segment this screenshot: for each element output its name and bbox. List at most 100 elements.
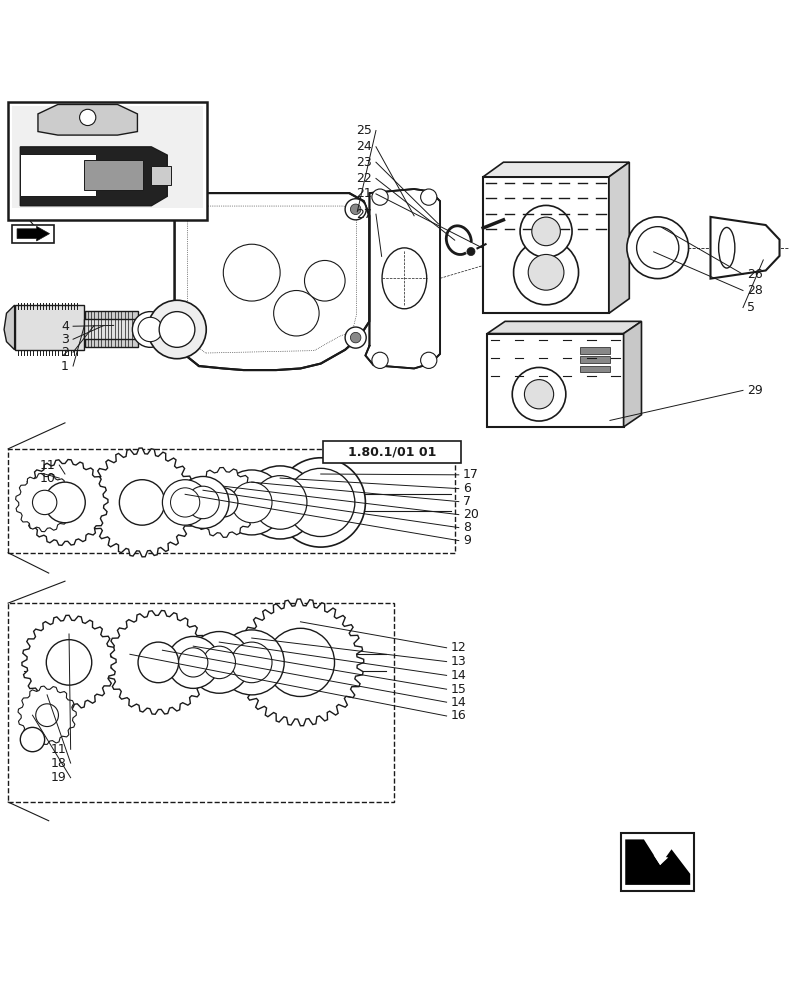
Circle shape bbox=[527, 254, 563, 290]
Circle shape bbox=[185, 332, 195, 343]
Bar bbox=[20, 154, 96, 196]
Text: 26: 26 bbox=[746, 268, 762, 281]
Text: 15: 15 bbox=[450, 683, 466, 696]
Bar bbox=[8, 603, 393, 802]
Polygon shape bbox=[17, 226, 49, 241]
Circle shape bbox=[138, 317, 162, 342]
Text: 11: 11 bbox=[40, 459, 55, 472]
Text: 13: 13 bbox=[450, 655, 466, 668]
Bar bbox=[579, 356, 609, 363]
Polygon shape bbox=[623, 321, 641, 427]
Bar bbox=[15, 305, 84, 350]
Circle shape bbox=[162, 480, 208, 525]
Circle shape bbox=[45, 482, 85, 523]
Text: 9: 9 bbox=[462, 534, 470, 547]
Polygon shape bbox=[22, 460, 108, 545]
Text: 11: 11 bbox=[51, 743, 67, 756]
Bar bbox=[579, 347, 609, 354]
Text: 7: 7 bbox=[462, 495, 470, 508]
Bar bbox=[8, 449, 454, 553]
Text: 10: 10 bbox=[39, 472, 55, 485]
Bar bbox=[483, 177, 608, 313]
Circle shape bbox=[223, 244, 280, 301]
Polygon shape bbox=[608, 162, 629, 313]
Circle shape bbox=[276, 458, 365, 547]
Text: 1: 1 bbox=[61, 360, 69, 373]
Ellipse shape bbox=[381, 248, 427, 309]
Text: 25: 25 bbox=[355, 124, 371, 137]
Circle shape bbox=[243, 466, 316, 539]
Circle shape bbox=[371, 352, 388, 368]
Circle shape bbox=[167, 636, 219, 688]
Circle shape bbox=[420, 189, 436, 205]
Bar bbox=[8, 102, 207, 220]
Circle shape bbox=[46, 640, 92, 685]
Polygon shape bbox=[483, 162, 629, 177]
Text: 23: 23 bbox=[356, 156, 371, 169]
Circle shape bbox=[159, 312, 195, 347]
Circle shape bbox=[253, 476, 307, 529]
Circle shape bbox=[47, 485, 83, 520]
Circle shape bbox=[626, 217, 688, 279]
Circle shape bbox=[20, 727, 45, 752]
Polygon shape bbox=[15, 473, 74, 532]
Polygon shape bbox=[624, 839, 689, 885]
Circle shape bbox=[178, 648, 208, 677]
Circle shape bbox=[49, 643, 88, 682]
Circle shape bbox=[345, 199, 366, 220]
Circle shape bbox=[513, 240, 577, 305]
Circle shape bbox=[350, 332, 361, 343]
Polygon shape bbox=[18, 686, 76, 744]
Polygon shape bbox=[20, 147, 167, 206]
Circle shape bbox=[185, 204, 195, 215]
Circle shape bbox=[286, 468, 354, 537]
Circle shape bbox=[524, 380, 553, 409]
Circle shape bbox=[170, 488, 200, 517]
Circle shape bbox=[119, 480, 165, 525]
Text: 5: 5 bbox=[746, 301, 754, 314]
Circle shape bbox=[231, 642, 272, 683]
Circle shape bbox=[266, 628, 334, 697]
Circle shape bbox=[177, 476, 229, 528]
Circle shape bbox=[203, 646, 235, 679]
Bar bbox=[151, 166, 171, 185]
Circle shape bbox=[188, 632, 250, 693]
Bar bbox=[620, 833, 693, 891]
Circle shape bbox=[345, 327, 366, 348]
Circle shape bbox=[132, 312, 168, 347]
Text: 24: 24 bbox=[356, 140, 371, 153]
Text: 19: 19 bbox=[51, 771, 67, 784]
Circle shape bbox=[636, 227, 678, 269]
Text: 18: 18 bbox=[50, 757, 67, 770]
Circle shape bbox=[79, 109, 96, 126]
Circle shape bbox=[36, 704, 58, 727]
Circle shape bbox=[219, 470, 284, 535]
Circle shape bbox=[512, 367, 565, 421]
Circle shape bbox=[231, 482, 272, 523]
Polygon shape bbox=[188, 468, 258, 537]
Polygon shape bbox=[4, 305, 15, 350]
Polygon shape bbox=[88, 448, 196, 557]
Circle shape bbox=[371, 189, 388, 205]
Circle shape bbox=[420, 352, 436, 368]
Circle shape bbox=[273, 291, 319, 336]
Text: 12: 12 bbox=[450, 641, 466, 654]
Polygon shape bbox=[38, 104, 137, 135]
Circle shape bbox=[208, 488, 238, 517]
Circle shape bbox=[187, 486, 219, 519]
Bar bbox=[579, 366, 609, 372]
Text: 16: 16 bbox=[450, 709, 466, 722]
Text: 1.80.1/01 01: 1.80.1/01 01 bbox=[348, 446, 436, 459]
Text: 21: 21 bbox=[356, 187, 371, 200]
Circle shape bbox=[350, 204, 361, 215]
Text: 29: 29 bbox=[746, 384, 762, 397]
Text: 14: 14 bbox=[450, 669, 466, 682]
Polygon shape bbox=[653, 855, 667, 865]
Polygon shape bbox=[237, 599, 363, 726]
Text: 3: 3 bbox=[61, 333, 69, 346]
Bar bbox=[12, 225, 54, 243]
Bar bbox=[84, 319, 136, 339]
Bar bbox=[12, 106, 203, 208]
Circle shape bbox=[148, 300, 206, 359]
Circle shape bbox=[304, 260, 345, 301]
